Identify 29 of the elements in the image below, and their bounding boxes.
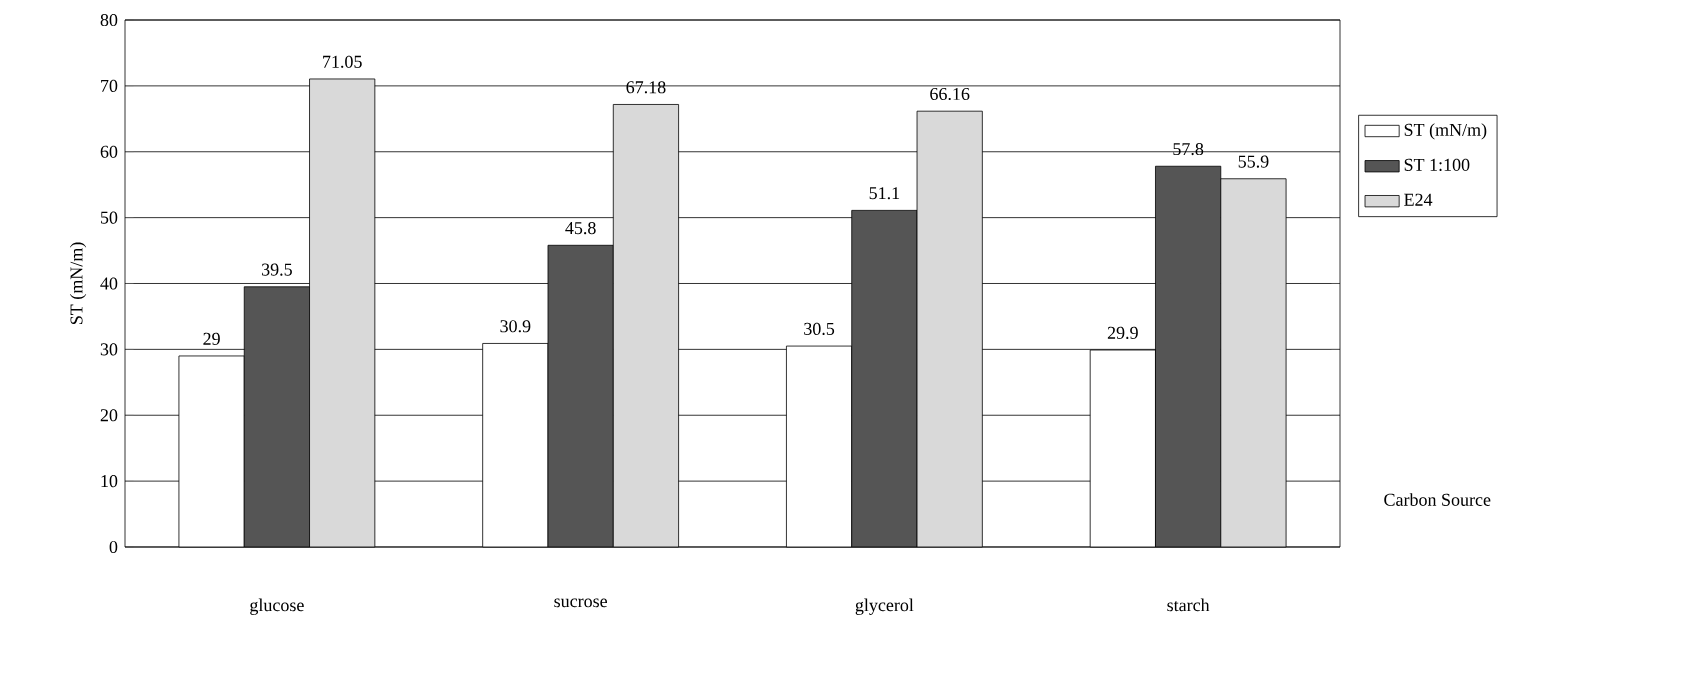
y-tick-label: 30 (100, 343, 118, 356)
x-tick-label: glucose (250, 598, 304, 615)
x-tick-label: sucrose (554, 598, 608, 608)
legend-label: ST (mN/m) (1404, 123, 1487, 140)
data-label: 51.1 (869, 187, 900, 200)
y-tick-label: 70 (101, 79, 118, 92)
data-label: 30.5 (804, 322, 835, 336)
data-label: 45.8 (565, 221, 596, 235)
y-tick-label: 50 (100, 211, 118, 224)
y-tick-label: 0 (109, 540, 118, 554)
data-label: 30.9 (500, 320, 531, 333)
y-tick-label: 80 (100, 13, 118, 27)
legend-label: E24 (1404, 193, 1433, 206)
data-label: 66.16 (930, 87, 970, 101)
data-label: 55.9 (1238, 155, 1269, 168)
x-tick-label: starch (1167, 598, 1210, 612)
y-tick-label: 20 (100, 409, 118, 422)
legend-label: ST 1:100 (1404, 158, 1470, 171)
y-tick-label: 10 (101, 475, 118, 488)
data-label: 71.05 (323, 55, 362, 68)
data-label: 29.9 (1107, 326, 1138, 339)
data-label: 29 (203, 332, 220, 345)
x-axis-title: Carbon Source (1384, 493, 1491, 506)
data-label: 39.5 (261, 263, 292, 276)
y-axis-title: ST (mN/m) (69, 242, 87, 325)
data-label: 67.18 (626, 81, 666, 94)
y-tick-label: 40 (100, 277, 118, 290)
x-tick-label: glycerol (855, 598, 914, 615)
y-tick-label: 60 (100, 145, 118, 158)
